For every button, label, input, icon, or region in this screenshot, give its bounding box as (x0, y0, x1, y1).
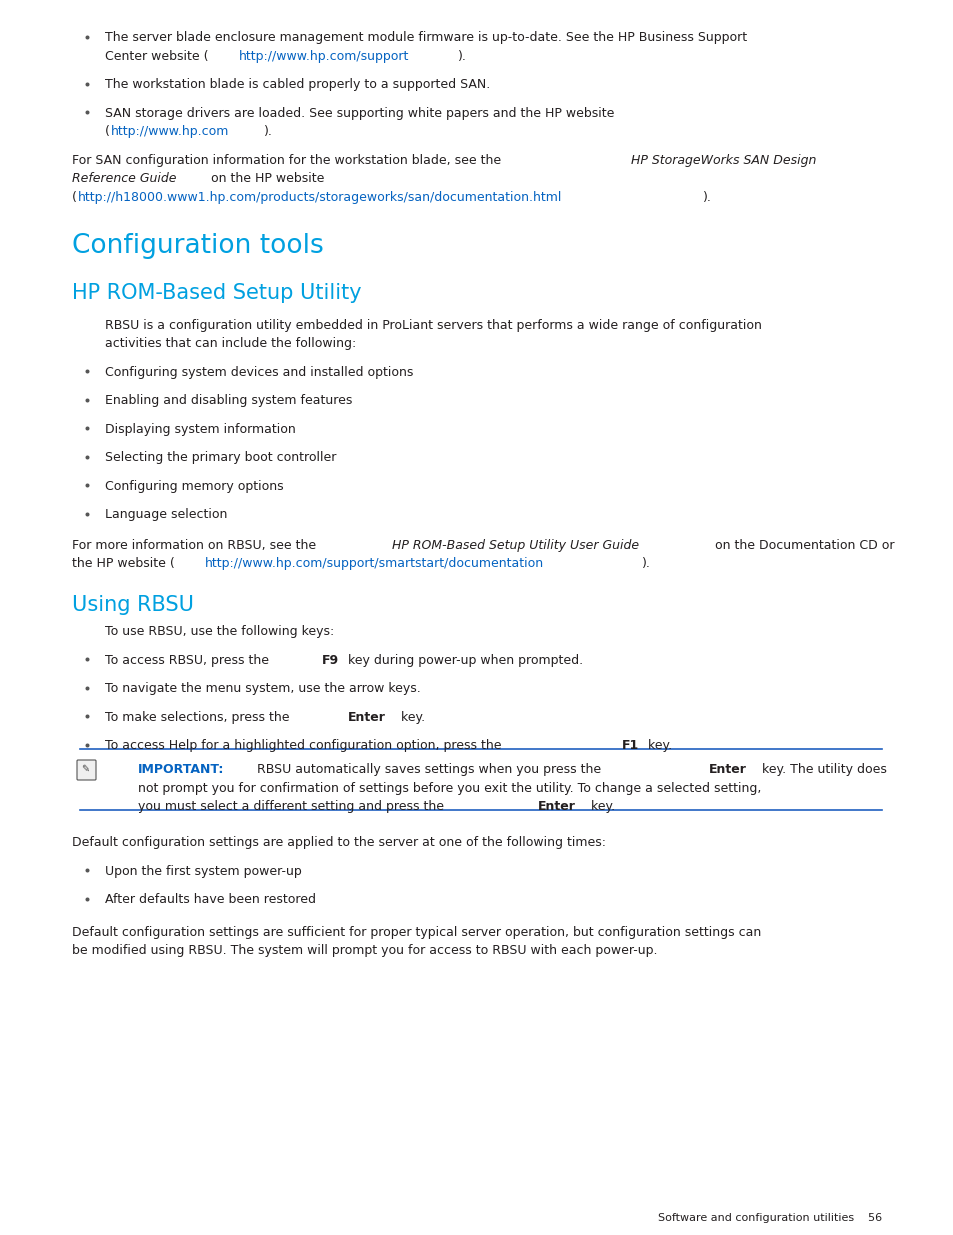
Text: For SAN configuration information for the workstation blade, see the: For SAN configuration information for th… (71, 153, 504, 167)
Text: not prompt you for confirmation of settings before you exit the utility. To chan: not prompt you for confirmation of setti… (138, 782, 760, 794)
Text: Displaying system information: Displaying system information (105, 422, 295, 436)
Text: HP ROM-Based Setup Utility User Guide: HP ROM-Based Setup Utility User Guide (392, 538, 639, 552)
Text: (: ( (105, 125, 110, 138)
Text: To access RBSU, press the: To access RBSU, press the (105, 653, 273, 667)
Text: HP StorageWorks SAN Design: HP StorageWorks SAN Design (630, 153, 816, 167)
FancyBboxPatch shape (77, 760, 96, 781)
Text: Default configuration settings are sufficient for proper typical server operatio: Default configuration settings are suffi… (71, 925, 760, 939)
Text: Enter: Enter (537, 800, 576, 813)
Text: F9: F9 (321, 653, 338, 667)
Text: Upon the first system power-up: Upon the first system power-up (105, 864, 301, 878)
Text: key.: key. (586, 800, 615, 813)
Text: ).: ). (264, 125, 273, 138)
Text: on the HP website: on the HP website (207, 172, 324, 185)
Text: To make selections, press the: To make selections, press the (105, 710, 294, 724)
Text: The server blade enclosure management module firmware is up-to-date. See the HP : The server blade enclosure management mo… (105, 31, 746, 44)
Text: RBSU is a configuration utility embedded in ProLiant servers that performs a wid: RBSU is a configuration utility embedded… (105, 319, 761, 331)
Text: Enter: Enter (348, 710, 386, 724)
Text: you must select a different setting and press the: you must select a different setting and … (138, 800, 448, 813)
Text: Selecting the primary boot controller: Selecting the primary boot controller (105, 451, 336, 464)
Text: Configuring memory options: Configuring memory options (105, 479, 283, 493)
Text: Software and configuration utilities    56: Software and configuration utilities 56 (658, 1213, 882, 1223)
Text: key.: key. (396, 710, 425, 724)
Text: To access Help for a highlighted configuration option, press the: To access Help for a highlighted configu… (105, 739, 505, 752)
Text: http://www.hp.com/support: http://www.hp.com/support (238, 49, 409, 63)
Text: Language selection: Language selection (105, 508, 227, 521)
Text: Enabling and disabling system features: Enabling and disabling system features (105, 394, 352, 408)
Text: After defaults have been restored: After defaults have been restored (105, 893, 315, 906)
Text: For more information on RBSU, see the: For more information on RBSU, see the (71, 538, 320, 552)
Text: Configuring system devices and installed options: Configuring system devices and installed… (105, 366, 413, 378)
Text: key. The utility does: key. The utility does (757, 763, 885, 776)
Text: ).: ). (641, 557, 650, 571)
Text: Using RBSU: Using RBSU (71, 595, 193, 615)
Text: HP ROM-Based Setup Utility: HP ROM-Based Setup Utility (71, 283, 361, 303)
Text: SAN storage drivers are loaded. See supporting white papers and the HP website: SAN storage drivers are loaded. See supp… (105, 106, 614, 120)
Text: ).: ). (457, 49, 467, 63)
Text: the HP website (: the HP website ( (71, 557, 174, 571)
Text: key during power-up when prompted.: key during power-up when prompted. (343, 653, 582, 667)
Text: (: ( (71, 190, 77, 204)
Text: The workstation blade is cabled properly to a supported SAN.: The workstation blade is cabled properly… (105, 78, 490, 91)
Text: Center website (: Center website ( (105, 49, 209, 63)
Text: http://h18000.www1.hp.com/products/storageworks/san/documentation.html: http://h18000.www1.hp.com/products/stora… (78, 190, 562, 204)
Text: To use RBSU, use the following keys:: To use RBSU, use the following keys: (105, 625, 334, 638)
Text: activities that can include the following:: activities that can include the followin… (105, 337, 355, 350)
Text: RBSU automatically saves settings when you press the: RBSU automatically saves settings when y… (249, 763, 605, 776)
Text: be modified using RBSU. The system will prompt you for access to RBSU with each : be modified using RBSU. The system will … (71, 944, 657, 957)
Text: Configuration tools: Configuration tools (71, 232, 323, 258)
Text: ).: ). (702, 190, 712, 204)
Text: IMPORTANT:: IMPORTANT: (138, 763, 224, 776)
Text: http://www.hp.com: http://www.hp.com (112, 125, 230, 138)
Text: Enter: Enter (708, 763, 746, 776)
Text: Reference Guide: Reference Guide (71, 172, 176, 185)
Text: Default configuration settings are applied to the server at one of the following: Default configuration settings are appli… (71, 836, 605, 848)
Text: ✎: ✎ (81, 764, 90, 774)
Text: on the Documentation CD or: on the Documentation CD or (710, 538, 894, 552)
Text: F1: F1 (621, 739, 639, 752)
Text: http://www.hp.com/support/smartstart/documentation: http://www.hp.com/support/smartstart/doc… (204, 557, 543, 571)
Text: key.: key. (643, 739, 672, 752)
Text: To navigate the menu system, use the arrow keys.: To navigate the menu system, use the arr… (105, 682, 420, 695)
